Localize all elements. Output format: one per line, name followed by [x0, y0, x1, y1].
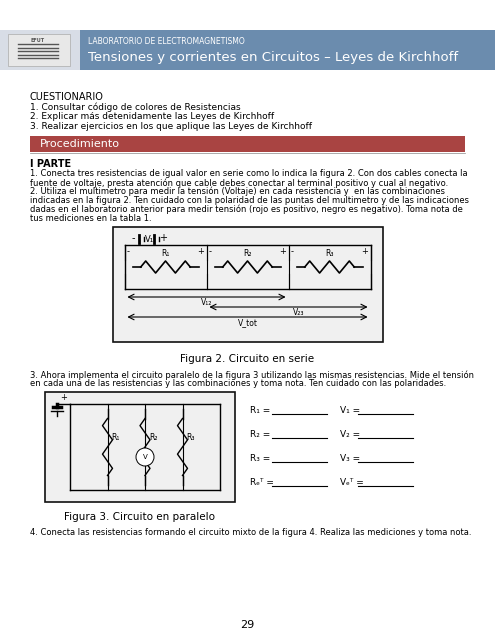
- Text: R₂ =: R₂ =: [250, 430, 270, 439]
- Text: V₁: V₁: [145, 235, 153, 244]
- Text: +: +: [280, 247, 287, 256]
- Text: -: -: [127, 247, 130, 256]
- Text: V: V: [143, 454, 148, 460]
- FancyBboxPatch shape: [112, 227, 383, 342]
- Text: en cada una de las resistencias y las combinaciones y toma nota. Ten cuidado con: en cada una de las resistencias y las co…: [30, 379, 446, 388]
- Text: dadas en el laboratorio anterior para medir tensión (rojo es positivo, negro es : dadas en el laboratorio anterior para me…: [30, 205, 463, 214]
- Text: +: +: [159, 233, 167, 243]
- Text: V₂₃: V₂₃: [293, 308, 304, 317]
- Text: R₁ =: R₁ =: [250, 406, 270, 415]
- Text: Rₑᵀ =: Rₑᵀ =: [250, 478, 274, 487]
- Text: V₃ =: V₃ =: [340, 454, 360, 463]
- Text: LABORATORIO DE ELECTROMAGNETISMO: LABORATORIO DE ELECTROMAGNETISMO: [88, 36, 245, 45]
- Text: Figura 2. Circuito en serie: Figura 2. Circuito en serie: [181, 354, 314, 364]
- Text: EFUT: EFUT: [31, 38, 45, 43]
- Text: 2. Utiliza el multimetro para medir la tensión (Voltaje) en cada resistencia y  : 2. Utiliza el multimetro para medir la t…: [30, 187, 445, 196]
- Text: R₂: R₂: [243, 249, 252, 258]
- Text: Vₑᵀ =: Vₑᵀ =: [340, 478, 364, 487]
- FancyBboxPatch shape: [0, 30, 80, 70]
- Text: +: +: [198, 247, 204, 256]
- Circle shape: [136, 448, 154, 466]
- Text: R₃: R₃: [187, 433, 195, 442]
- Text: tus mediciones en la tabla 1.: tus mediciones en la tabla 1.: [30, 214, 151, 223]
- Text: +: +: [60, 393, 67, 402]
- Text: R₃: R₃: [325, 249, 334, 258]
- FancyBboxPatch shape: [8, 34, 70, 66]
- Text: V₁₂: V₁₂: [201, 298, 212, 307]
- Text: 29: 29: [240, 620, 254, 630]
- Text: 2. Explicar más detenidamente las Leyes de Kirchhoff: 2. Explicar más detenidamente las Leyes …: [30, 112, 274, 121]
- Text: Procedimiento: Procedimiento: [40, 139, 120, 149]
- Text: 4. Conecta las resistencias formando el circuito mixto de la figura 4. Realiza l: 4. Conecta las resistencias formando el …: [30, 528, 472, 537]
- Text: 3. Ahora implementa el circuito paralelo de la figura 3 utilizando las mismas re: 3. Ahora implementa el circuito paralelo…: [30, 370, 474, 380]
- Text: R₂: R₂: [149, 433, 157, 442]
- Text: R₃ =: R₃ =: [250, 454, 270, 463]
- FancyBboxPatch shape: [30, 136, 465, 152]
- Text: 1. Conecta tres resistencias de igual valor en serie como lo indica la figura 2.: 1. Conecta tres resistencias de igual va…: [30, 169, 468, 178]
- Text: -: -: [131, 233, 135, 243]
- Text: -: -: [291, 247, 294, 256]
- Text: 3. Realizar ejercicios en los que aplique las Leyes de Kirchhoff: 3. Realizar ejercicios en los que apliqu…: [30, 122, 312, 131]
- Text: R₁: R₁: [161, 249, 170, 258]
- Text: +: +: [362, 247, 368, 256]
- FancyBboxPatch shape: [80, 30, 495, 70]
- Text: -: -: [208, 247, 211, 256]
- Text: I PARTE: I PARTE: [30, 159, 71, 169]
- Text: V₂ =: V₂ =: [340, 430, 360, 439]
- Text: Figura 3. Circuito en paralelo: Figura 3. Circuito en paralelo: [64, 512, 215, 522]
- Text: R₁: R₁: [111, 433, 120, 442]
- Text: fuente de voltaje, presta atención que cable debes conectar al terminal positivo: fuente de voltaje, presta atención que c…: [30, 178, 448, 188]
- Text: indicadas en la figura 2. Ten cuidado con la polaridad de las puntas del multime: indicadas en la figura 2. Ten cuidado co…: [30, 196, 469, 205]
- Text: 1. Consultar código de colores de Resistencias: 1. Consultar código de colores de Resist…: [30, 102, 241, 111]
- Text: V₁ =: V₁ =: [340, 406, 360, 415]
- Text: CUESTIONARIO: CUESTIONARIO: [30, 92, 104, 102]
- FancyBboxPatch shape: [45, 392, 235, 502]
- Text: V_tot: V_tot: [238, 318, 257, 327]
- Text: Tensiones y corrientes en Circuitos – Leyes de Kirchhoff: Tensiones y corrientes en Circuitos – Le…: [88, 51, 458, 63]
